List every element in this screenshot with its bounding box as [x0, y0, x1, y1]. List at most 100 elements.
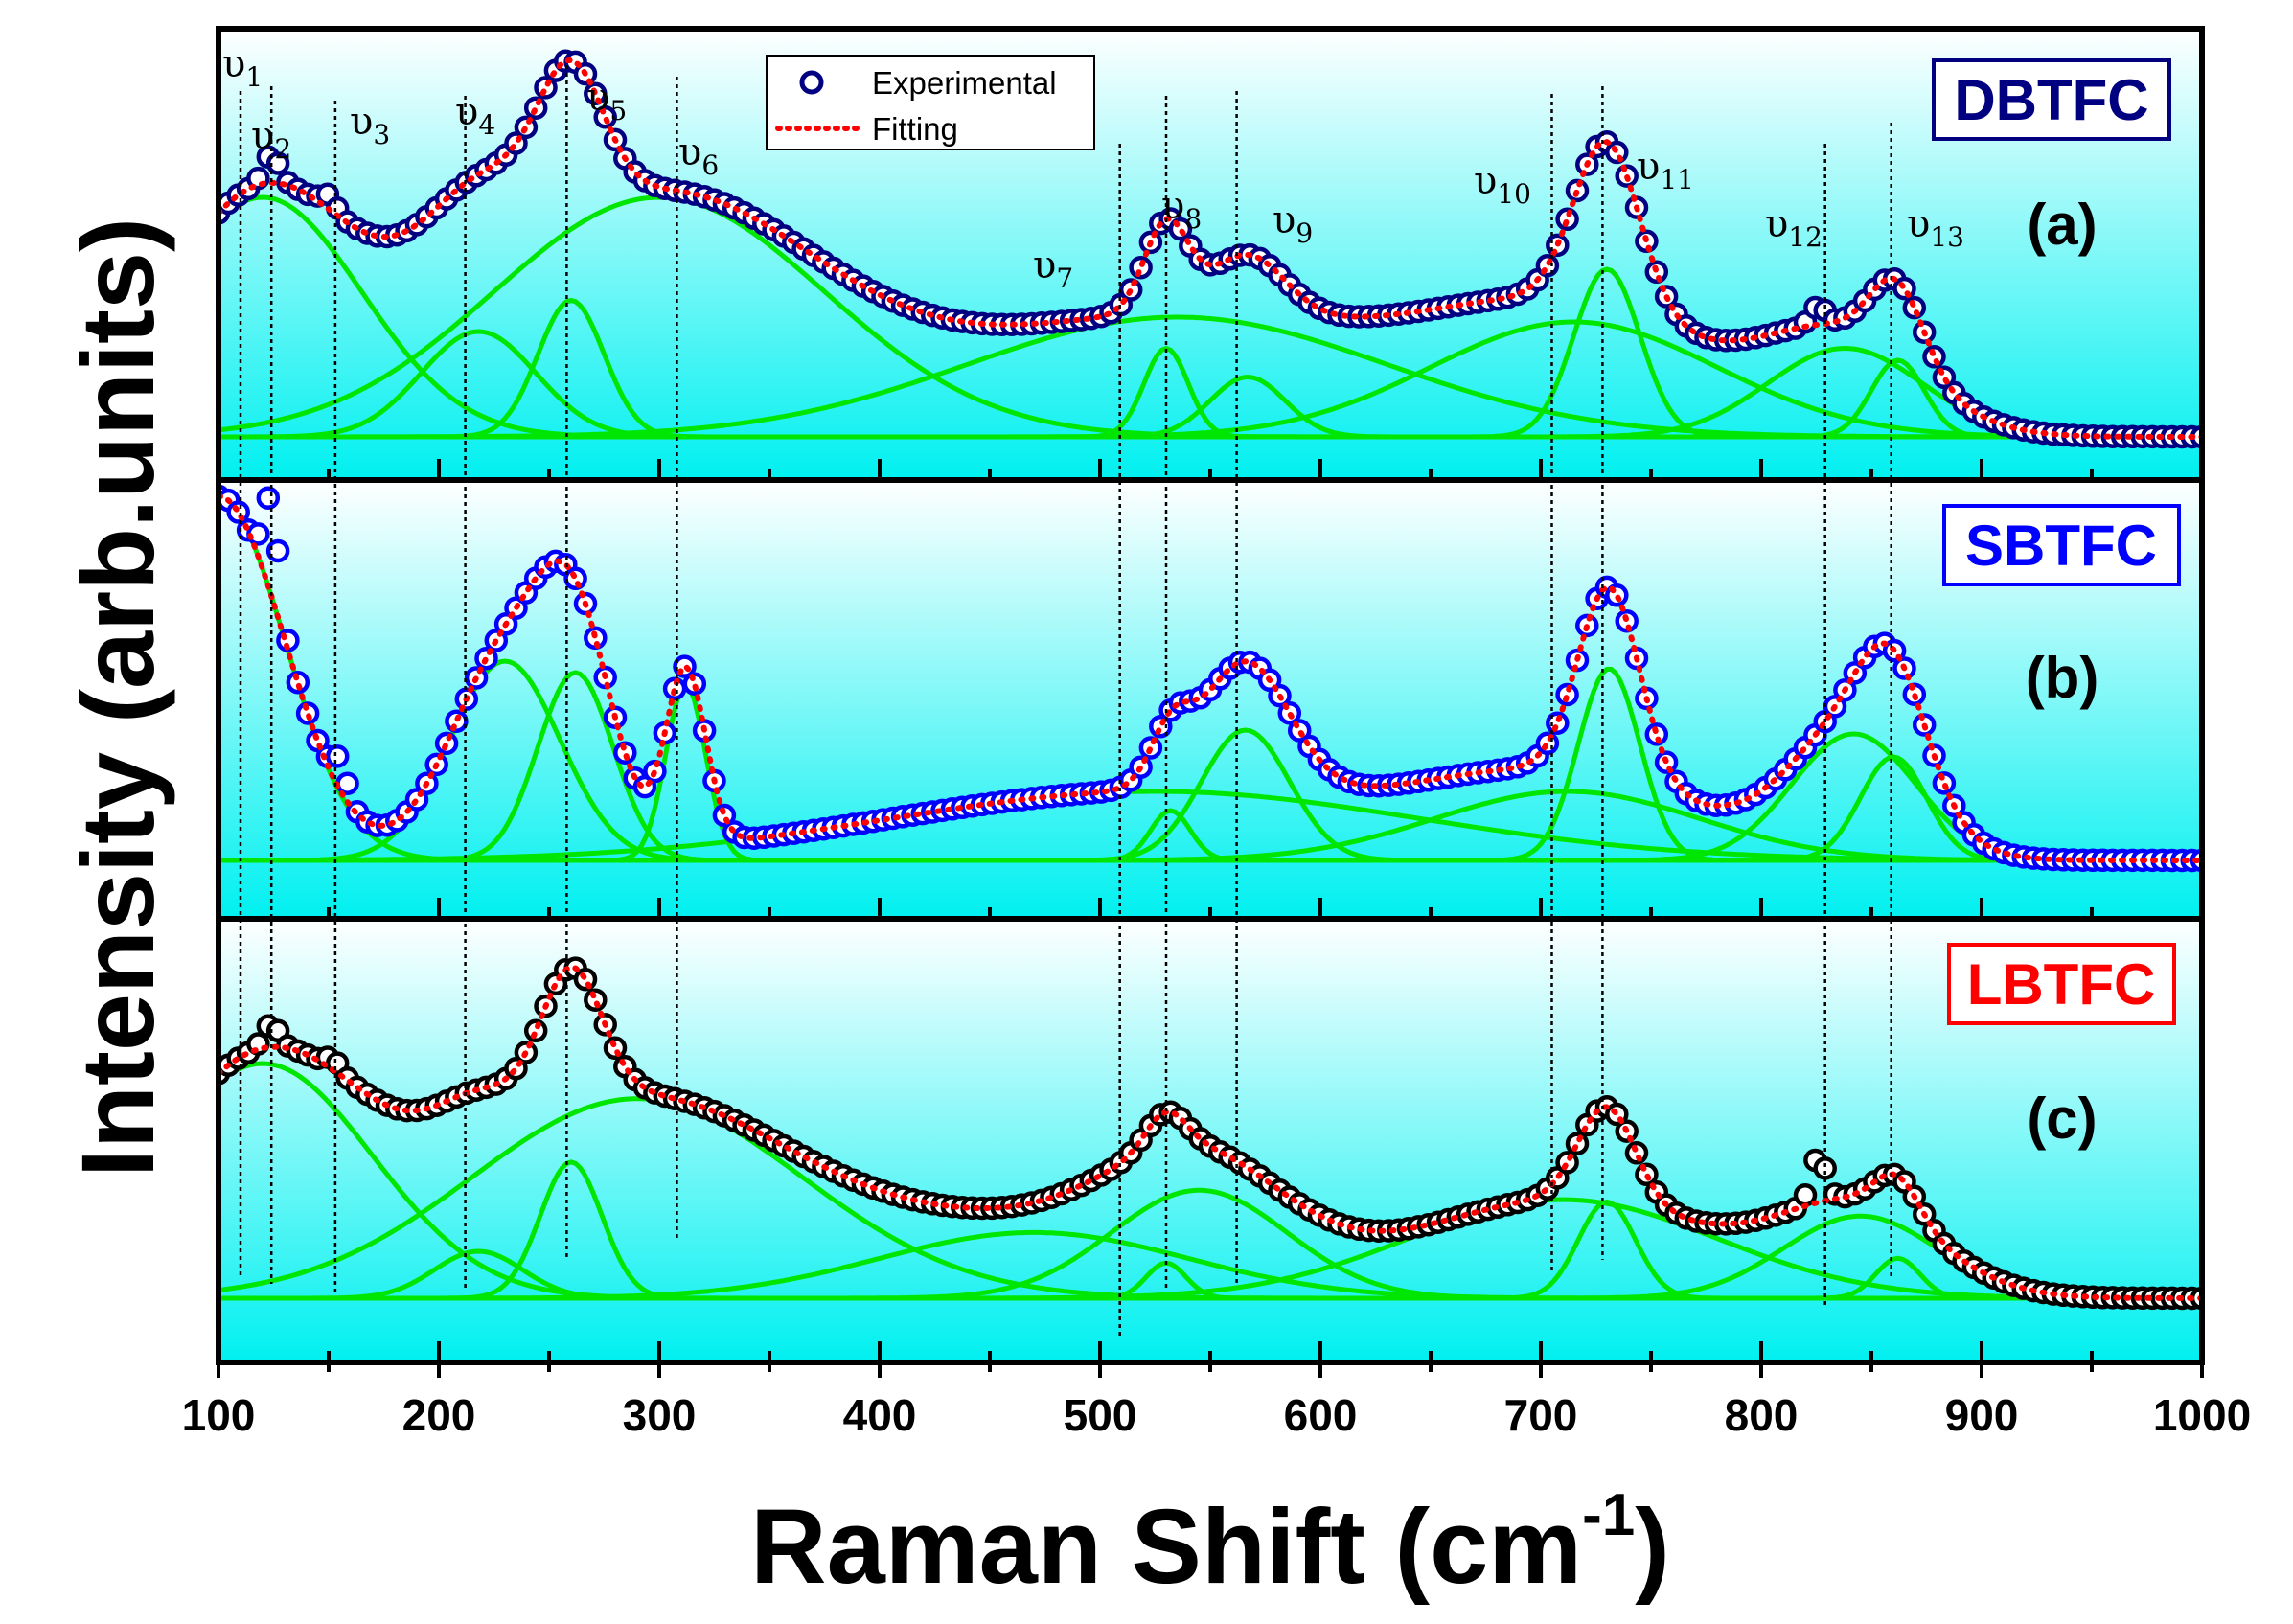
mode-subscript: 2	[274, 133, 291, 165]
mode-label-2: υ2	[251, 114, 291, 165]
panel-letter-a: (a)	[2027, 193, 2097, 257]
x-tick-label: 500	[1064, 1390, 1137, 1440]
mode-subscript: 3	[373, 119, 390, 150]
experimental-point	[1555, 1151, 1579, 1175]
sample-label-b: SBTFC	[1942, 504, 2181, 586]
x-tick-label: 900	[1945, 1390, 2019, 1440]
x-tick-label: 300	[623, 1390, 697, 1440]
panel-c-fitting	[218, 964, 2202, 1301]
x-tick-label: 800	[1725, 1390, 1799, 1440]
mode-subscript: 4	[478, 109, 495, 141]
mode-subscript: 8	[1184, 203, 1202, 235]
x-tick-label: 200	[402, 1390, 476, 1440]
mode-subscript: 13	[1930, 221, 1964, 253]
experimental-point	[1644, 722, 1669, 746]
experimental-point	[682, 672, 707, 696]
experimental-point	[1555, 682, 1579, 707]
experimental-point	[256, 486, 281, 510]
experimental-point	[1892, 276, 1916, 301]
legend-box	[766, 55, 1095, 150]
experimental-point	[265, 151, 290, 175]
experimental-point	[1535, 731, 1560, 756]
mode-subscript: 9	[1296, 217, 1313, 249]
mode-symbol: υ	[222, 42, 245, 86]
experimental-point	[1813, 1156, 1837, 1180]
mode-label-5: υ5	[586, 76, 627, 126]
x-tick-label: 700	[1504, 1390, 1578, 1440]
mode-symbol: υ	[1907, 202, 1930, 246]
mode-symbol: υ	[678, 130, 701, 174]
mode-label-12: υ12	[1765, 202, 1823, 253]
sample-label-a-text: DBTFC	[1954, 68, 2148, 132]
mode-label-7: υ7	[1033, 243, 1073, 294]
mode-label-4: υ4	[455, 90, 495, 141]
mode-symbol: υ	[1161, 184, 1184, 228]
experimental-point	[613, 741, 637, 765]
panel-letter-b: (b)	[2026, 646, 2099, 710]
legend: Experimental Fitting	[766, 55, 1095, 150]
sample-label-a-box	[1932, 58, 2171, 141]
x-tick-label: 100	[182, 1390, 256, 1440]
y-axis-title: Intensity (arb.units)	[59, 217, 175, 1178]
panel-a-plot	[218, 49, 2202, 449]
panel-b-component-11	[218, 754, 2202, 863]
mode-symbol: υ	[1765, 202, 1788, 246]
experimental-point	[335, 771, 359, 795]
sample-label-c-box	[1947, 943, 2176, 1025]
legend-fitting-label: Fitting	[872, 111, 958, 147]
panel-b-fitting	[218, 492, 2202, 863]
sample-label-c-text: LBTFC	[1967, 952, 2156, 1017]
sample-label-c: LBTFC	[1947, 943, 2176, 1025]
panel-a-component-11	[218, 357, 2202, 440]
mode-label-9: υ9	[1273, 198, 1313, 249]
x-tick-label: 600	[1284, 1390, 1358, 1440]
experimental-point	[325, 744, 350, 768]
mode-label-13: υ13	[1907, 202, 1964, 253]
x-axis-title-main: Raman Shift (cm	[750, 1488, 1582, 1606]
mode-subscript: 6	[701, 149, 719, 181]
mode-symbol: υ	[455, 90, 478, 134]
panel-c-component-11	[218, 1255, 2202, 1301]
mode-guide-lines	[239, 65, 1892, 1338]
mode-subscript: 7	[1056, 263, 1073, 294]
sample-label-b-box	[1942, 504, 2181, 586]
experimental-point	[1555, 207, 1579, 232]
mode-symbol: υ	[1273, 198, 1296, 242]
panel-letter-c: (c)	[2027, 1086, 2097, 1151]
mode-subscript: 11	[1660, 164, 1694, 195]
mode-subscript: 12	[1788, 221, 1823, 253]
experimental-point	[1565, 1132, 1590, 1155]
panel-b-plot	[218, 484, 2202, 873]
mode-symbol: υ	[1474, 159, 1497, 203]
x-tick-label: 1000	[2153, 1390, 2251, 1440]
mode-label-6: υ6	[678, 130, 719, 181]
sample-label-a: DBTFC	[1932, 58, 2171, 141]
panel-a-fitting	[218, 57, 2202, 440]
mode-symbol: υ	[251, 114, 274, 158]
mode-label-3: υ3	[350, 100, 390, 150]
x-tick-label: 400	[843, 1390, 917, 1440]
sample-label-b-text: SBTFC	[1965, 514, 2157, 578]
x-axis-title-superscript: -1	[1582, 1482, 1635, 1548]
mode-symbol: υ	[1637, 145, 1660, 189]
experimental-point	[265, 538, 290, 563]
panel-c-plot	[218, 956, 2202, 1311]
mode-label-1: υ1	[222, 42, 263, 93]
mode-symbol: υ	[1033, 243, 1056, 287]
mode-label-11: υ11	[1637, 145, 1694, 195]
mode-subscript: 5	[609, 95, 627, 126]
mode-symbol: υ	[350, 100, 373, 144]
mode-subscript: 10	[1497, 178, 1531, 210]
mode-label-8: υ8	[1161, 184, 1202, 235]
x-axis-ticks: 100 200 300 400 500 600 700 800 900 1000	[182, 459, 2251, 1440]
experimental-point	[226, 500, 250, 524]
mode-subscript: 1	[245, 61, 263, 93]
experimental-point	[286, 670, 310, 695]
x-axis-title: Raman Shift (cm-1)	[750, 1482, 1670, 1606]
mode-symbol: υ	[586, 76, 609, 120]
plot-layer	[218, 49, 2202, 1311]
legend-experimental-label: Experimental	[872, 65, 1057, 101]
x-axis-title-close: )	[1635, 1488, 1670, 1606]
legend-experimental-marker	[799, 70, 824, 95]
